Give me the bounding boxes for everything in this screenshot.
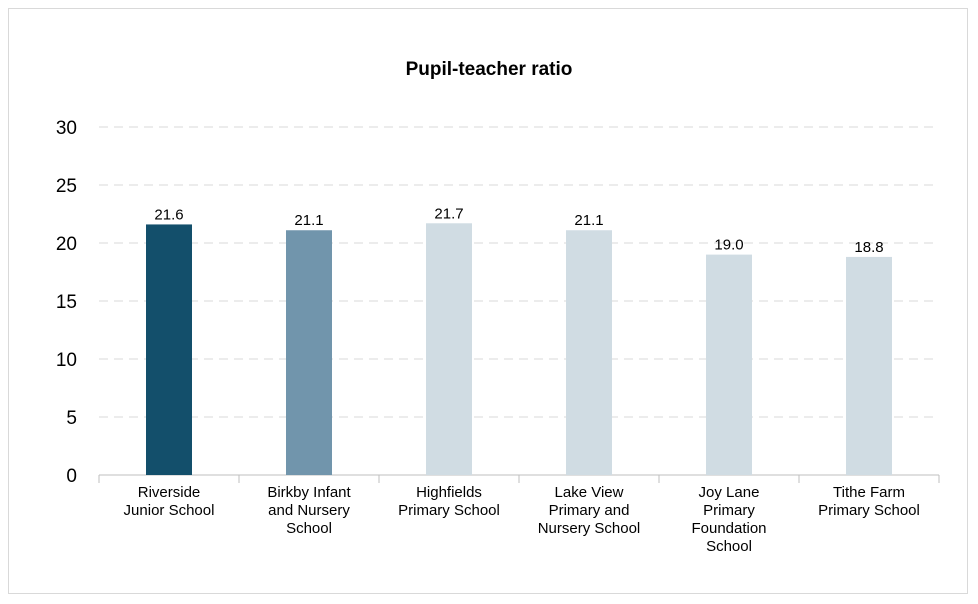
x-category-label: School: [286, 520, 332, 537]
x-category-label: Nursery School: [538, 520, 641, 537]
bar: [426, 223, 472, 475]
x-category-label: Riverside: [138, 484, 201, 501]
y-tick-label: 25: [56, 176, 77, 197]
chart-frame: Pupil-teacher ratio 0 5 10 15 20 25 30 21.6 Rive…: [8, 8, 968, 594]
x-category-label: Birkby Infant: [267, 484, 351, 501]
data-label: 21.7: [434, 205, 463, 222]
x-category-label: Junior School: [124, 502, 215, 519]
data-label: 21.1: [294, 212, 323, 229]
y-tick-label: 10: [56, 350, 77, 371]
y-tick-label: 15: [56, 292, 77, 313]
x-category-label: Primary School: [818, 502, 920, 519]
x-category-label: Highfields: [416, 484, 482, 501]
data-label: 21.1: [574, 212, 603, 229]
x-category-label: Lake View: [555, 484, 624, 501]
bar: [286, 230, 332, 475]
bar: [706, 254, 752, 475]
x-category-label: School: [706, 538, 752, 555]
y-tick-label: 0: [66, 466, 77, 487]
data-label: 21.6: [154, 206, 183, 223]
bar: [566, 230, 612, 475]
x-category-label: Primary School: [398, 502, 500, 519]
bar: [146, 224, 192, 475]
y-tick-label: 5: [66, 408, 77, 429]
data-label: 18.8: [854, 239, 883, 256]
x-category-label: Primary and: [549, 502, 630, 519]
x-category-label: Tithe Farm: [833, 484, 905, 501]
x-category-label: Primary: [703, 502, 755, 519]
y-tick-label: 20: [56, 234, 77, 255]
chart-title: Pupil-teacher ratio: [405, 59, 573, 80]
bar: [846, 256, 892, 475]
y-tick-label: 30: [56, 118, 77, 139]
x-category-label: Foundation: [691, 520, 766, 537]
data-label: 19.0: [714, 237, 743, 254]
x-category-label: Joy Lane: [699, 484, 760, 501]
x-category-label: and Nursery: [268, 502, 350, 519]
